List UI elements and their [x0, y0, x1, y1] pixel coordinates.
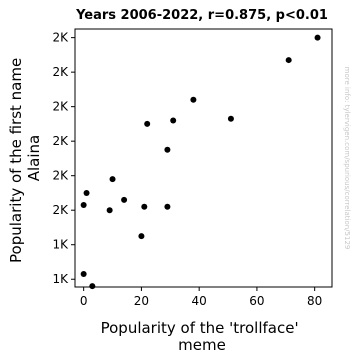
y-tick-label: 2K	[52, 65, 69, 79]
data-point	[285, 57, 292, 64]
x-tick-label: 0	[80, 294, 88, 308]
y-axis-label-group: Popularity of the first name Alaina	[7, 53, 43, 263]
data-point	[109, 176, 116, 183]
data-point	[80, 202, 87, 209]
x-tick-label: 20	[134, 294, 149, 308]
y-tick-label: 1K	[52, 272, 69, 286]
data-point	[83, 189, 90, 196]
y-axis-label-line-2: Alaina	[25, 135, 43, 182]
data-point	[121, 196, 128, 203]
watermark-group: more info: tylervigen.com/spurious/corre…	[343, 67, 351, 250]
plot-area-frame	[74, 28, 333, 288]
x-tick-label: 60	[249, 294, 264, 308]
data-point	[89, 283, 96, 290]
y-tick-label: 2K	[52, 31, 69, 45]
data-point	[164, 203, 171, 210]
data-point	[170, 117, 177, 124]
data-points	[80, 34, 321, 290]
data-point	[164, 146, 171, 153]
y-tick-label: 2K	[52, 203, 69, 217]
data-point	[80, 271, 87, 278]
data-point	[314, 34, 321, 41]
x-axis-label-line-1: Popularity of the 'trollface'	[101, 319, 299, 337]
y-tick-label: 2K	[52, 134, 69, 148]
y-axis: 1K 1K 2K 2K 2K 2K 2K 2K	[52, 31, 75, 286]
x-axis: 0 20 40 60 80	[80, 287, 322, 308]
data-point	[190, 96, 197, 103]
data-point	[106, 207, 113, 214]
x-axis-label-line-2: meme	[178, 336, 226, 354]
watermark: more info: tylervigen.com/spurious/corre…	[343, 67, 351, 250]
data-point	[227, 115, 234, 122]
y-axis-label-line-1: Popularity of the first name	[7, 58, 25, 263]
x-tick-label: 40	[192, 294, 207, 308]
chart-title: Years 2006-2022, r=0.875, p<0.01	[75, 8, 328, 23]
y-tick-label: 2K	[52, 169, 69, 183]
x-tick-label: 80	[307, 294, 322, 308]
data-point	[144, 120, 151, 127]
data-point	[138, 233, 145, 240]
y-tick-label: 2K	[52, 100, 69, 114]
data-point	[141, 203, 148, 210]
y-tick-label: 1K	[52, 238, 69, 252]
y-axis-label: Popularity of the first name Alaina	[7, 53, 43, 263]
x-axis-label: Popularity of the 'trollface' meme	[101, 319, 304, 354]
